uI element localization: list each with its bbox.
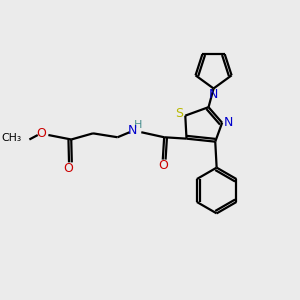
Text: O: O [64,162,74,175]
Text: O: O [158,159,168,172]
Text: S: S [175,107,183,120]
Text: N: N [224,116,233,129]
Text: CH₃: CH₃ [1,134,21,143]
Text: H: H [134,120,143,130]
Text: N: N [128,124,138,137]
Text: N: N [209,88,218,101]
Text: O: O [36,127,46,140]
